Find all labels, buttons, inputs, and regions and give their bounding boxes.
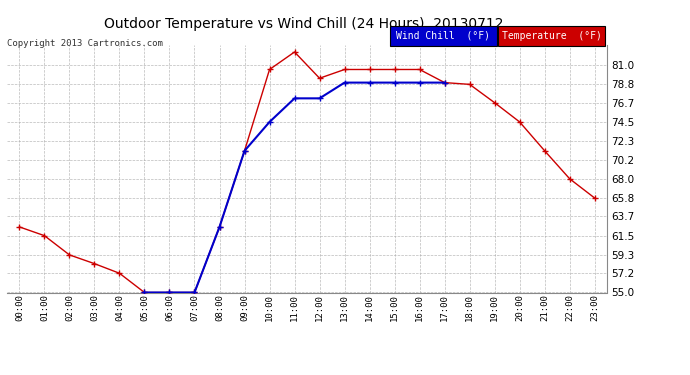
Text: Wind Chill  (°F): Wind Chill (°F) <box>396 31 491 41</box>
Text: Copyright 2013 Cartronics.com: Copyright 2013 Cartronics.com <box>7 39 163 48</box>
Text: Outdoor Temperature vs Wind Chill (24 Hours)  20130712: Outdoor Temperature vs Wind Chill (24 Ho… <box>104 17 503 32</box>
Text: Temperature  (°F): Temperature (°F) <box>502 31 602 41</box>
